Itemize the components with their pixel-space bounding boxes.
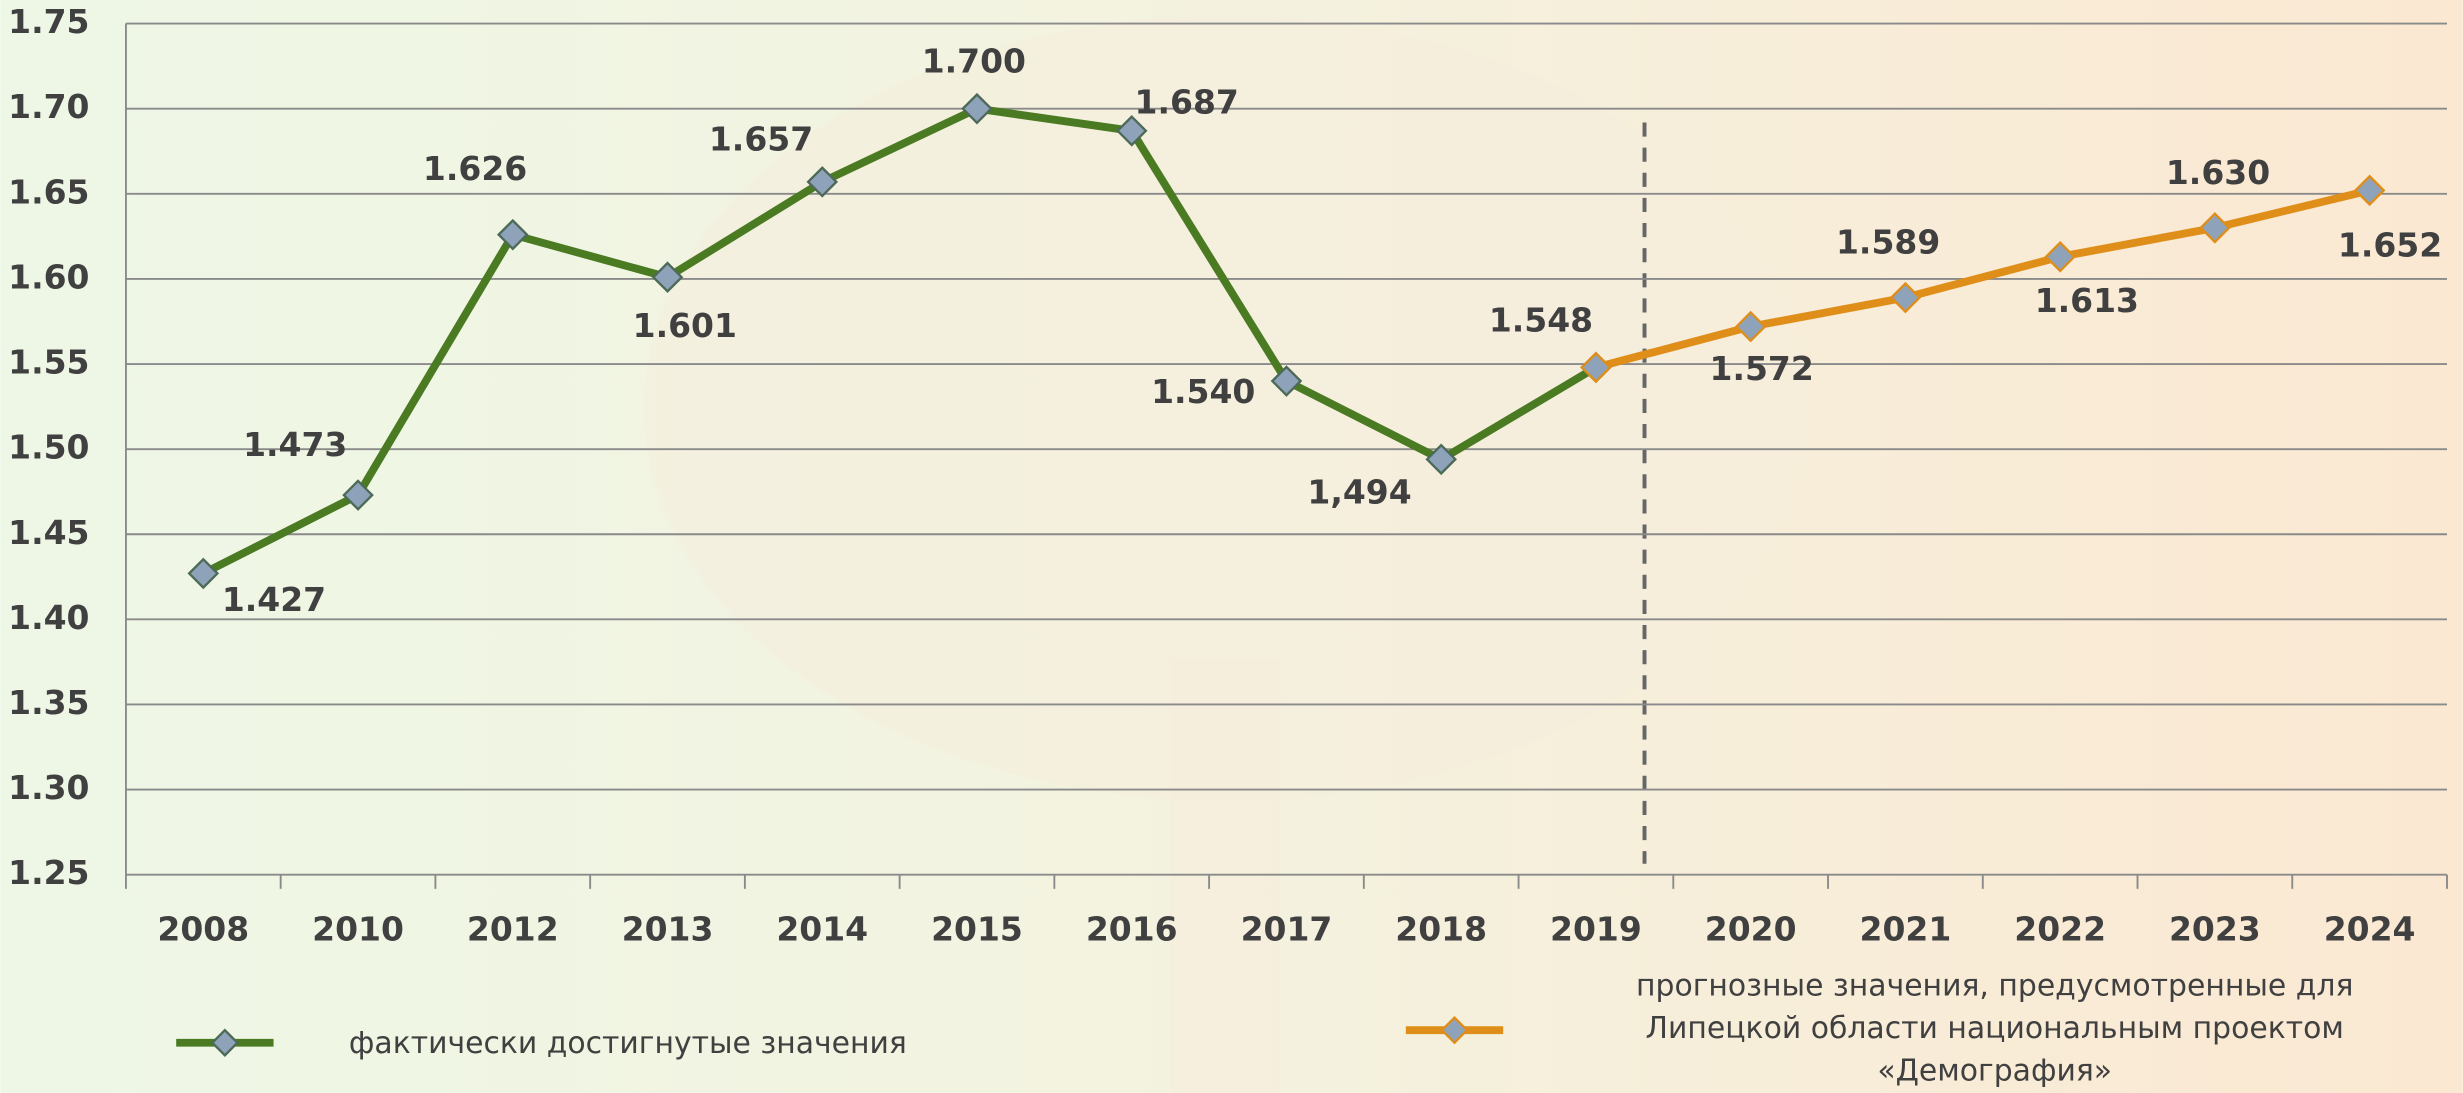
y-tick-label: 1.55 [8, 343, 89, 382]
data-point [2044, 240, 2076, 273]
data-label: 1.613 [2035, 281, 2139, 320]
y-tick-label: 1.75 [8, 2, 89, 41]
tree-trunk [1170, 659, 1281, 1093]
y-tick-label: 1.65 [8, 172, 89, 211]
x-tick-label: 2017 [1241, 910, 1333, 949]
y-tick-label: 1.35 [8, 683, 89, 722]
data-point [1889, 281, 1922, 314]
x-tick-label: 2010 [312, 910, 404, 949]
x-tick-label: 2008 [157, 910, 249, 949]
data-point [806, 166, 839, 198]
data-label: 1.687 [1135, 83, 1239, 122]
data-point [2199, 212, 2231, 244]
series-line [1594, 186, 2371, 372]
legend-label-box: прогнозные значения, предусмотренные для… [1636, 968, 2354, 1089]
data-label: 1.657 [709, 120, 813, 159]
data-point [1580, 351, 1612, 384]
y-tick-label: 1.25 [8, 853, 89, 892]
data-point [961, 92, 993, 125]
data-label: 1.601 [633, 306, 737, 345]
data-point [1425, 443, 1457, 476]
y-tick-label: 1.30 [8, 768, 89, 807]
legend-marker [210, 1028, 240, 1057]
data-label: 1.427 [222, 580, 326, 619]
y-tick-label: 1.40 [8, 598, 89, 637]
data-label: 1.626 [423, 149, 527, 188]
series-line [201, 104, 1598, 577]
data-label: 1.589 [1836, 223, 1940, 262]
data-point [1734, 310, 1767, 343]
data-label: 1.540 [1151, 372, 1255, 411]
x-tick-label: 2019 [1550, 910, 1642, 949]
data-point [2353, 174, 2386, 207]
data-label: 1.652 [2338, 225, 2442, 264]
data-label: 1.572 [1710, 349, 1814, 388]
y-tick-label: 1.50 [8, 428, 89, 467]
data-point [187, 557, 220, 590]
data-label: 1.548 [1489, 300, 1593, 339]
x-tick-label: 2024 [2324, 910, 2416, 949]
x-tick-label: 2023 [2169, 910, 2261, 949]
data-point [496, 218, 529, 251]
x-tick-label: 2014 [776, 910, 868, 949]
x-tick-label: 2020 [1705, 910, 1797, 949]
y-tick-label: 1.60 [8, 257, 89, 296]
data-label: 1,494 [1307, 472, 1411, 511]
data-point [651, 261, 684, 294]
data-point [1270, 365, 1303, 397]
data-point [342, 479, 374, 511]
legend-label: фактически достигнутые значения [349, 1026, 907, 1061]
y-tick-label: 1.70 [8, 87, 89, 126]
x-tick-label: 2012 [467, 910, 559, 949]
legend: фактически достигнутые значения прогнозны… [176, 968, 2354, 1089]
x-tick-label: 2021 [1860, 910, 1952, 949]
data-label: 1.700 [922, 42, 1026, 81]
data-label: 1.630 [2166, 153, 2270, 192]
x-tick-label: 2013 [622, 910, 714, 949]
legend-marker [1440, 1015, 1469, 1045]
data-point [1115, 115, 1148, 147]
x-tick-label: 2022 [2014, 910, 2106, 949]
x-tick-label: 2018 [1395, 910, 1487, 949]
legend-label: прогнозные значения, предусмотренные для… [1636, 968, 2354, 1089]
tree-watermark [644, 15, 1807, 801]
x-tick-label: 2016 [1086, 910, 1178, 949]
data-label: 1.473 [243, 425, 347, 464]
x-tick-label: 2015 [931, 910, 1023, 949]
y-tick-label: 1.45 [8, 513, 89, 552]
